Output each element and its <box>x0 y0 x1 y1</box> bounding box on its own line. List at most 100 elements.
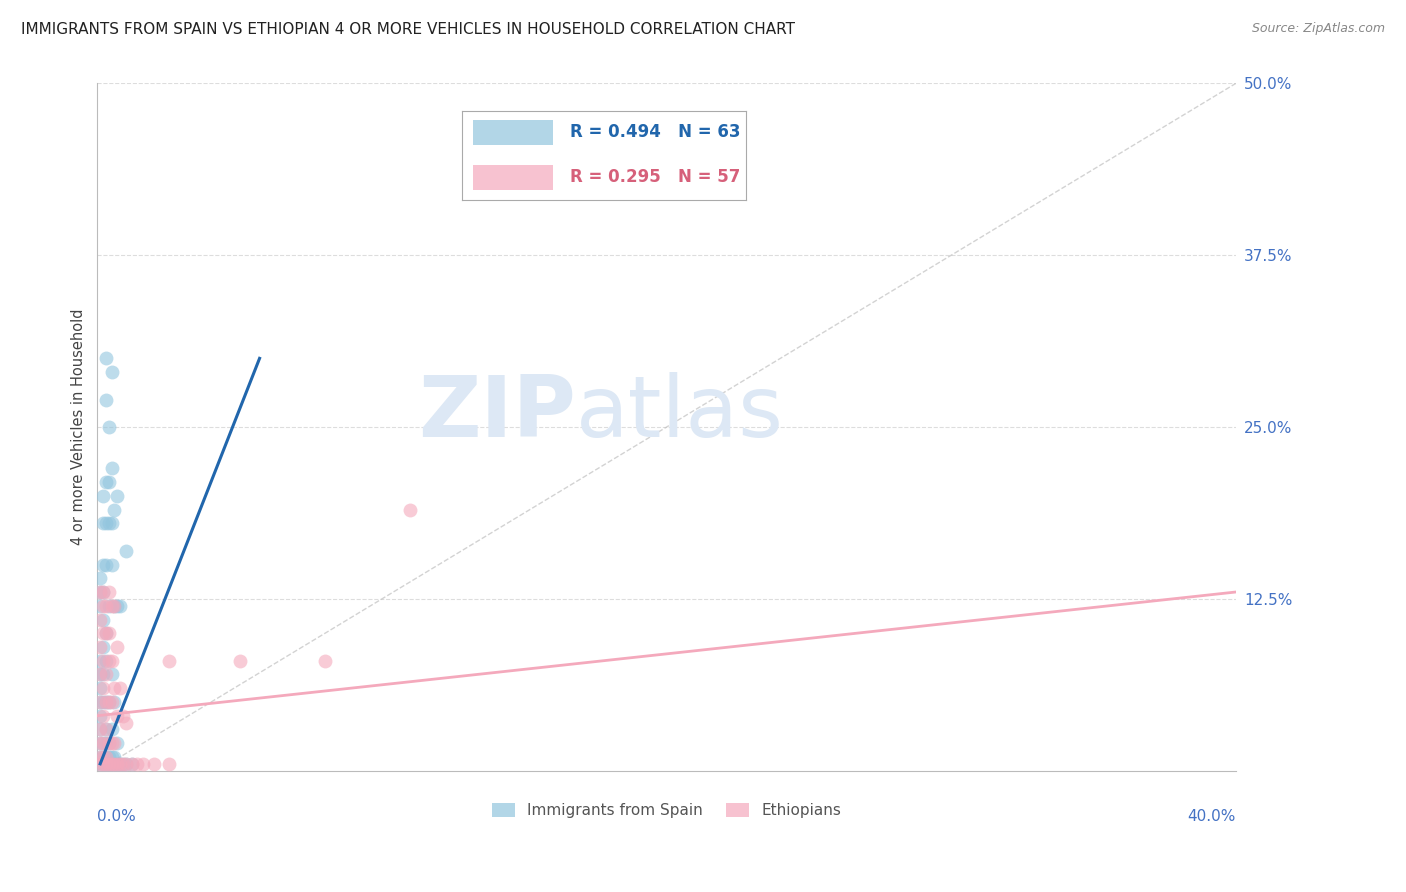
Point <box>114 756 136 771</box>
Point <box>89 695 111 709</box>
Point <box>94 750 117 764</box>
Point <box>97 516 120 531</box>
Point <box>100 695 122 709</box>
Point <box>100 750 122 764</box>
Point <box>114 756 136 771</box>
Point <box>100 756 122 771</box>
Point <box>89 736 111 750</box>
Point <box>89 750 111 764</box>
Point <box>89 599 111 613</box>
Point <box>94 667 117 681</box>
Point <box>100 756 122 771</box>
Point <box>108 681 131 696</box>
Point <box>91 516 114 531</box>
Point <box>399 502 422 516</box>
Point <box>103 736 125 750</box>
Point <box>91 654 114 668</box>
Point <box>121 756 143 771</box>
Point <box>157 654 180 668</box>
Point <box>97 750 120 764</box>
Point <box>91 489 114 503</box>
Point <box>103 756 125 771</box>
Point <box>91 756 114 771</box>
Point <box>97 736 120 750</box>
Point <box>89 750 111 764</box>
Point <box>97 756 120 771</box>
Point <box>114 715 136 730</box>
Point <box>94 351 117 366</box>
Point <box>97 585 120 599</box>
Point <box>111 756 134 771</box>
Point <box>91 640 114 654</box>
Point <box>94 599 117 613</box>
Point <box>105 756 128 771</box>
Point <box>91 750 114 764</box>
Point <box>91 558 114 572</box>
Point <box>94 736 117 750</box>
Point <box>89 756 111 771</box>
Point <box>100 599 122 613</box>
Point <box>111 708 134 723</box>
Point <box>100 516 122 531</box>
Point <box>94 626 117 640</box>
Point <box>97 599 120 613</box>
Point <box>91 708 114 723</box>
Point <box>91 613 114 627</box>
Point <box>94 626 117 640</box>
Point <box>94 475 117 489</box>
Point <box>103 756 125 771</box>
Point <box>89 708 111 723</box>
Text: 40.0%: 40.0% <box>1188 808 1236 823</box>
Point <box>121 756 143 771</box>
Point <box>105 640 128 654</box>
Point <box>108 756 131 771</box>
Legend: Immigrants from Spain, Ethiopians: Immigrants from Spain, Ethiopians <box>492 803 841 818</box>
Point <box>97 695 120 709</box>
Point <box>111 756 134 771</box>
Point <box>94 695 117 709</box>
Point <box>100 558 122 572</box>
Point <box>314 654 336 668</box>
Point <box>97 626 120 640</box>
Point <box>105 599 128 613</box>
Point <box>105 736 128 750</box>
Point <box>127 756 149 771</box>
Text: atlas: atlas <box>575 372 783 455</box>
Point <box>91 599 114 613</box>
Point <box>89 667 111 681</box>
Y-axis label: 4 or more Vehicles in Household: 4 or more Vehicles in Household <box>72 309 86 545</box>
Point <box>89 667 111 681</box>
Point <box>97 475 120 489</box>
Point <box>100 736 122 750</box>
Point <box>100 461 122 475</box>
Point <box>114 543 136 558</box>
Point <box>89 736 111 750</box>
Point <box>94 695 117 709</box>
Point <box>89 571 111 585</box>
Point <box>91 585 114 599</box>
Point <box>89 640 111 654</box>
Point <box>89 723 111 737</box>
Point <box>91 695 114 709</box>
Point <box>91 626 114 640</box>
Point <box>100 723 122 737</box>
Point <box>91 736 114 750</box>
Point <box>94 558 117 572</box>
Point <box>103 695 125 709</box>
Point <box>89 681 111 696</box>
Text: ZIP: ZIP <box>418 372 575 455</box>
Point <box>105 708 128 723</box>
Text: 0.0%: 0.0% <box>97 808 136 823</box>
Text: Source: ZipAtlas.com: Source: ZipAtlas.com <box>1251 22 1385 36</box>
Point <box>103 599 125 613</box>
Point <box>89 613 111 627</box>
Point <box>103 502 125 516</box>
Point <box>89 585 111 599</box>
Point <box>105 489 128 503</box>
Point <box>103 750 125 764</box>
Text: IMMIGRANTS FROM SPAIN VS ETHIOPIAN 4 OR MORE VEHICLES IN HOUSEHOLD CORRELATION C: IMMIGRANTS FROM SPAIN VS ETHIOPIAN 4 OR … <box>21 22 794 37</box>
Point <box>157 756 180 771</box>
Point <box>94 723 117 737</box>
Point <box>100 654 122 668</box>
Point <box>91 681 114 696</box>
